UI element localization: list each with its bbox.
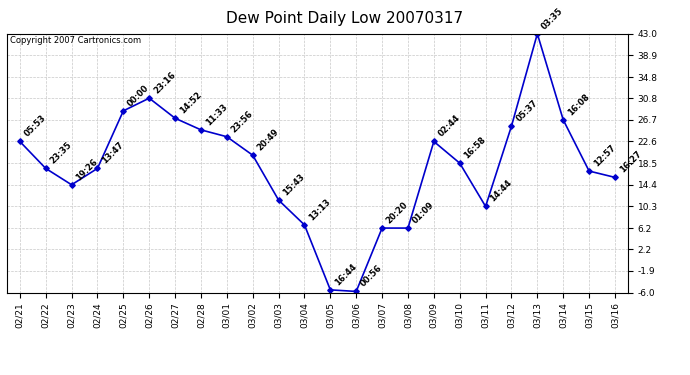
Text: 16:27: 16:27 — [618, 149, 643, 175]
Text: 16:08: 16:08 — [566, 92, 591, 117]
Text: 23:56: 23:56 — [230, 109, 255, 134]
Text: 00:56: 00:56 — [359, 264, 384, 289]
Text: 13:47: 13:47 — [100, 140, 126, 166]
Text: 14:52: 14:52 — [178, 90, 204, 116]
Text: 13:13: 13:13 — [307, 197, 333, 222]
Text: 19:26: 19:26 — [75, 157, 99, 182]
Text: 11:33: 11:33 — [204, 102, 229, 127]
Text: Copyright 2007 Cartronics.com: Copyright 2007 Cartronics.com — [10, 36, 141, 45]
Text: 20:20: 20:20 — [385, 200, 410, 225]
Text: 00:00: 00:00 — [126, 83, 151, 108]
Text: 03:35: 03:35 — [540, 6, 565, 31]
Text: 16:44: 16:44 — [333, 262, 359, 287]
Text: 14:44: 14:44 — [489, 178, 514, 204]
Text: 05:37: 05:37 — [514, 98, 540, 123]
Text: 16:58: 16:58 — [462, 135, 488, 160]
Text: 12:57: 12:57 — [592, 143, 617, 168]
Text: Dew Point Daily Low 20070317: Dew Point Daily Low 20070317 — [226, 11, 464, 26]
Text: 02:44: 02:44 — [437, 113, 462, 139]
Text: 23:16: 23:16 — [152, 70, 177, 95]
Text: 01:09: 01:09 — [411, 200, 436, 225]
Text: 05:53: 05:53 — [23, 114, 48, 139]
Text: 20:49: 20:49 — [255, 127, 281, 152]
Text: 15:43: 15:43 — [282, 172, 306, 197]
Text: 23:35: 23:35 — [48, 140, 74, 166]
